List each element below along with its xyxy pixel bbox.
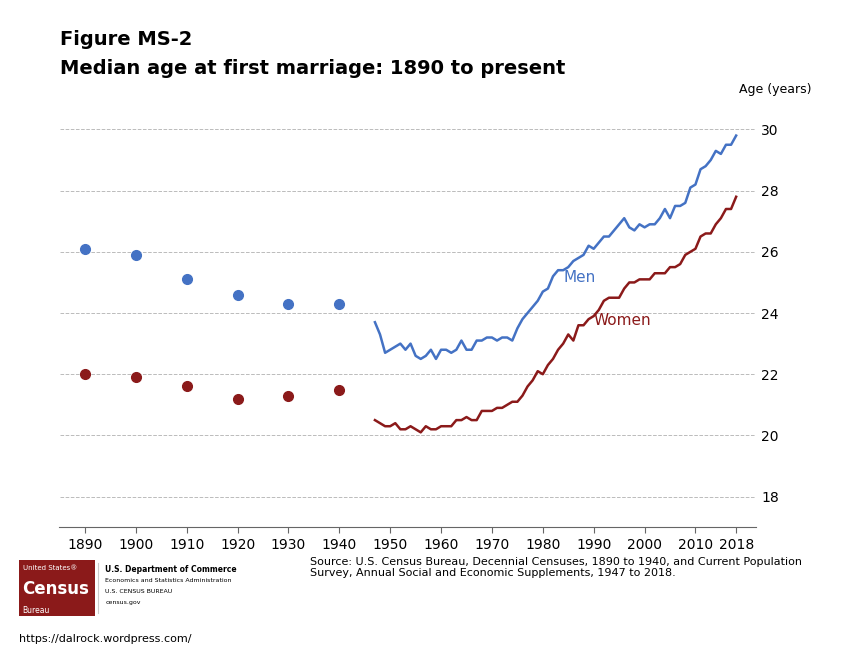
- Text: Figure MS-2: Figure MS-2: [60, 30, 192, 49]
- Text: census.gov: census.gov: [105, 600, 141, 606]
- Text: U.S. Department of Commerce: U.S. Department of Commerce: [105, 565, 237, 573]
- Text: Women: Women: [593, 313, 651, 328]
- Text: https://dalrock.wordpress.com/: https://dalrock.wordpress.com/: [19, 634, 191, 644]
- Text: Median age at first marriage: 1890 to present: Median age at first marriage: 1890 to pr…: [60, 59, 565, 78]
- Text: Census: Census: [22, 580, 89, 598]
- Bar: [19, 560, 95, 616]
- Text: Source: U.S. Census Bureau, Decennial Censuses, 1890 to 1940, and Current Popula: Source: U.S. Census Bureau, Decennial Ce…: [310, 557, 802, 579]
- Text: United States®: United States®: [22, 565, 76, 571]
- Text: U.S. CENSUS BUREAU: U.S. CENSUS BUREAU: [105, 589, 173, 594]
- Text: Age (years): Age (years): [740, 82, 812, 96]
- Text: Men: Men: [564, 270, 595, 285]
- Text: Economics and Statistics Administration: Economics and Statistics Administration: [105, 578, 232, 583]
- Text: Bureau: Bureau: [22, 606, 50, 615]
